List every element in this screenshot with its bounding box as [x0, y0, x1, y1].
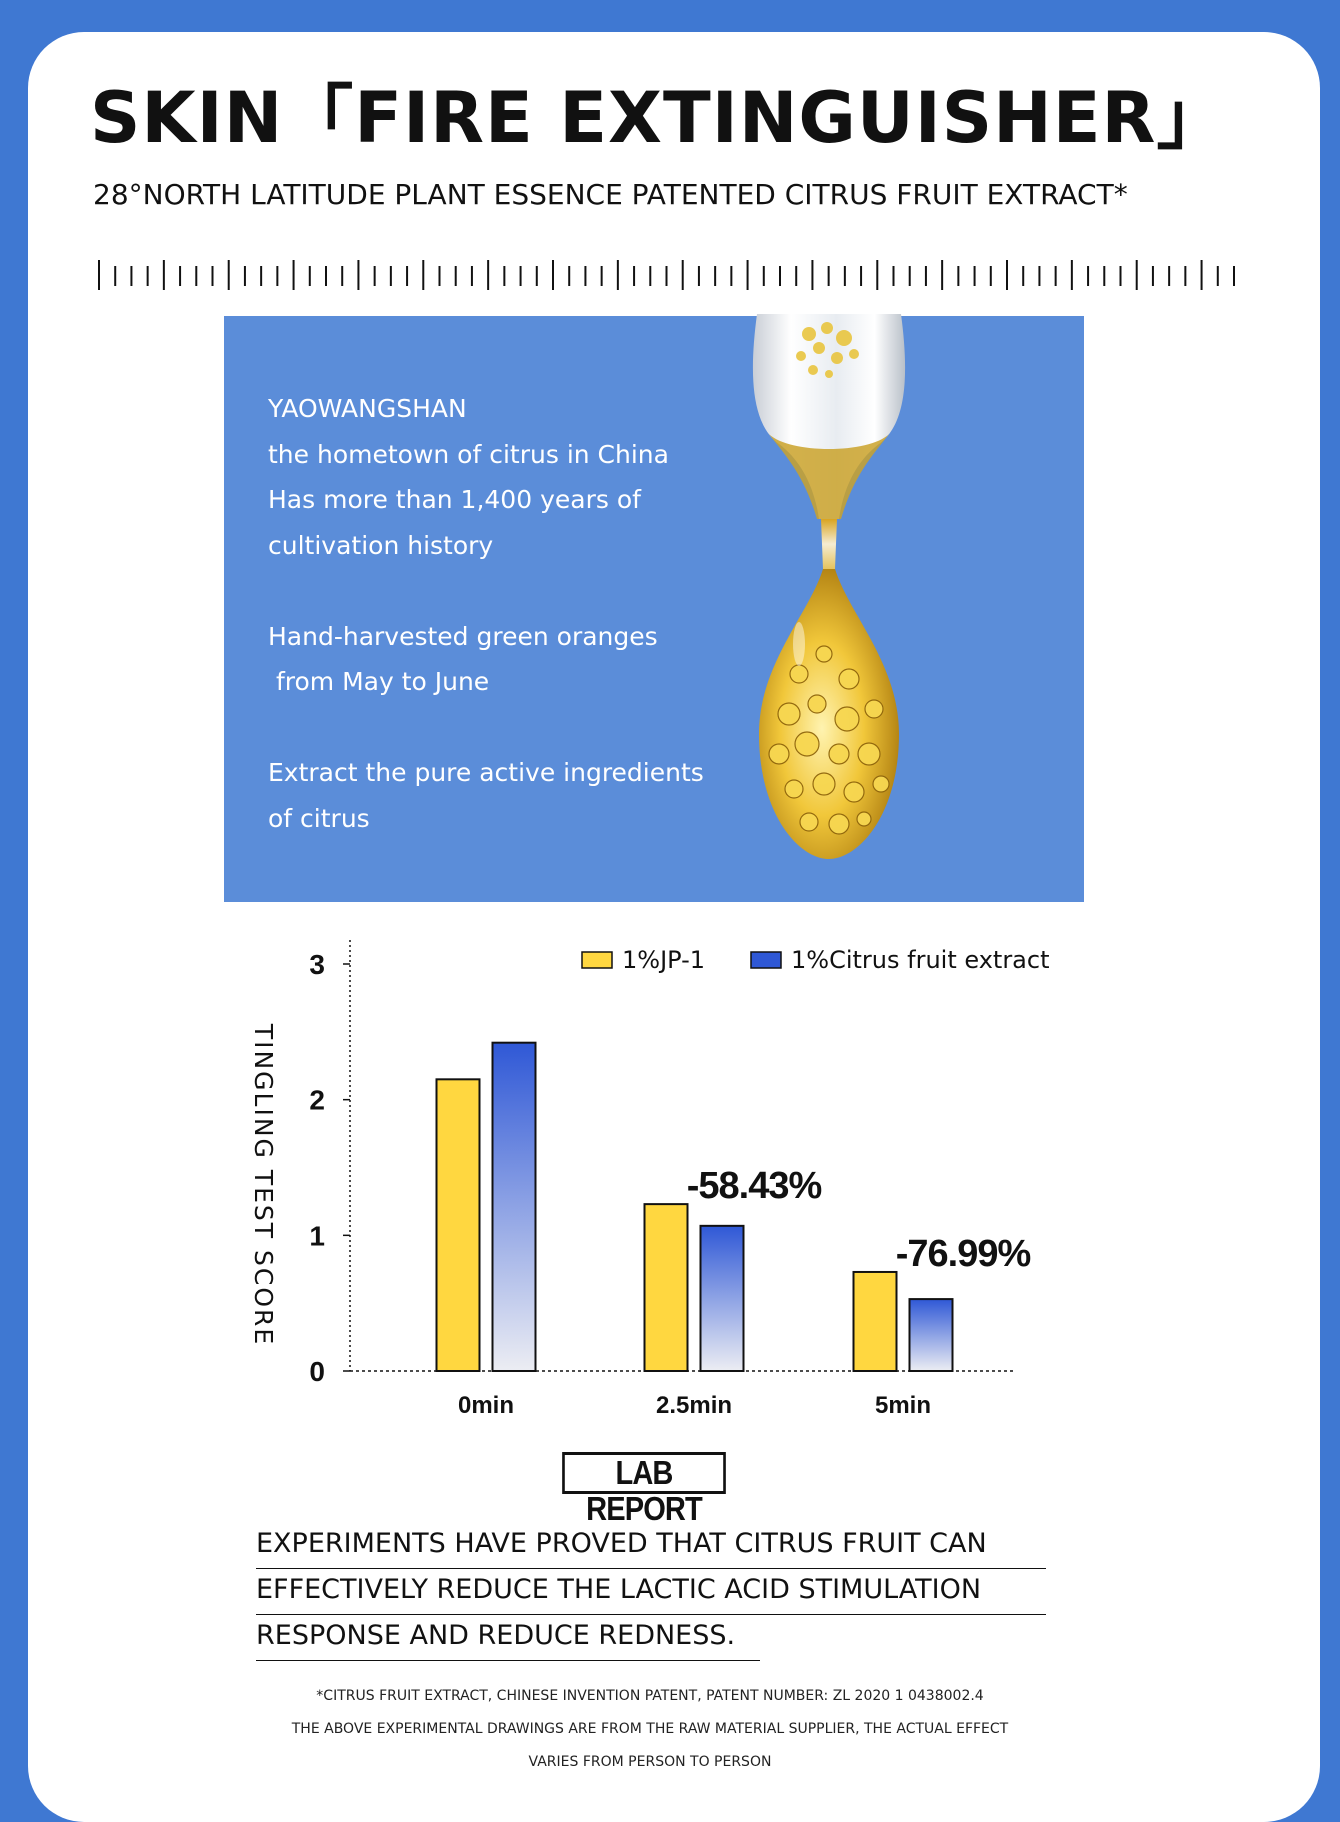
x-tick-label: 5min — [875, 1392, 931, 1415]
page-title: SKIN「FIRE EXTINGUISHER」 — [90, 77, 1228, 159]
info-line: from May to June — [268, 667, 490, 696]
info-line: Hand-harvested green oranges — [268, 621, 658, 651]
x-tick-label: 2.5min — [656, 1392, 732, 1415]
legend-label-citrus: 1%Citrus fruit extract — [791, 946, 1050, 974]
footnote-line: *CITRUS FRUIT EXTRACT, CHINESE INVENTION… — [316, 1688, 984, 1704]
y-tick-label: 2 — [309, 1085, 325, 1116]
reduction-annotation: -76.99% — [896, 1233, 1031, 1275]
chart-legend: 1%JP-1 1%Citrus fruit extract — [581, 946, 1050, 974]
info-line: YAOWANGSHAN — [268, 394, 467, 423]
legend-swatch-citrus — [750, 951, 782, 969]
info-line: Has more than 1,400 years of — [268, 485, 641, 514]
y-tick-label: 3 — [309, 949, 325, 980]
hourglass-citrus-image — [752, 314, 906, 859]
page-subtitle: 28°NORTH LATITUDE PLANT ESSENCE PATENTED… — [93, 178, 1128, 211]
footnote-line: VARIES FROM PERSON TO PERSON — [528, 1754, 772, 1770]
footnote-line: THE ABOVE EXPERIMENTAL DRAWINGS ARE FROM… — [291, 1721, 1009, 1737]
bar-citrus-2.5min — [699, 1224, 745, 1372]
footnotes: *CITRUS FRUIT EXTRACT, CHINESE INVENTION… — [200, 1686, 1100, 1785]
y-axis-label: TINGLING TEST SCORE — [249, 1023, 278, 1346]
conclusion-line: EFFECTIVELY REDUCE THE LACTIC ACID STIMU… — [256, 1569, 1046, 1615]
legend-label-jp1: 1%JP-1 — [622, 946, 705, 974]
bar-jp1-5min — [852, 1270, 898, 1373]
bar-jp1-2.5min — [643, 1203, 689, 1372]
info-spacer — [268, 568, 768, 614]
conclusion-line: EXPERIMENTS HAVE PROVED THAT CITRUS FRUI… — [256, 1523, 1046, 1569]
reduction-annotation: -58.43% — [687, 1165, 822, 1207]
info-text: YAOWANGSHAN the hometown of citrus in Ch… — [268, 386, 768, 841]
info-spacer — [268, 705, 768, 751]
info-panel: YAOWANGSHAN the hometown of citrus in Ch… — [224, 314, 1084, 902]
bar-jp1-0min — [435, 1078, 481, 1372]
bar-citrus-5min — [908, 1298, 954, 1373]
lab-report-label: LAB REPORT — [562, 1452, 726, 1527]
info-line: of citrus — [268, 803, 370, 833]
y-tick-label: 1 — [309, 1220, 325, 1251]
ruler-divider — [98, 260, 1235, 290]
y-tick-label: 0 — [309, 1356, 325, 1387]
info-line: the hometown of citrus in China — [268, 439, 669, 469]
legend-swatch-jp1 — [581, 951, 613, 969]
bar-citrus-0min — [491, 1041, 537, 1372]
conclusion-line: RESPONSE AND REDUCE REDNESS. — [256, 1615, 760, 1661]
info-line: Extract the pure active ingredients — [268, 758, 704, 787]
conclusion-text: EXPERIMENTS HAVE PROVED THAT CITRUS FRUI… — [256, 1523, 1046, 1661]
x-tick-label: 0min — [458, 1392, 514, 1415]
info-line: cultivation history — [268, 530, 494, 560]
